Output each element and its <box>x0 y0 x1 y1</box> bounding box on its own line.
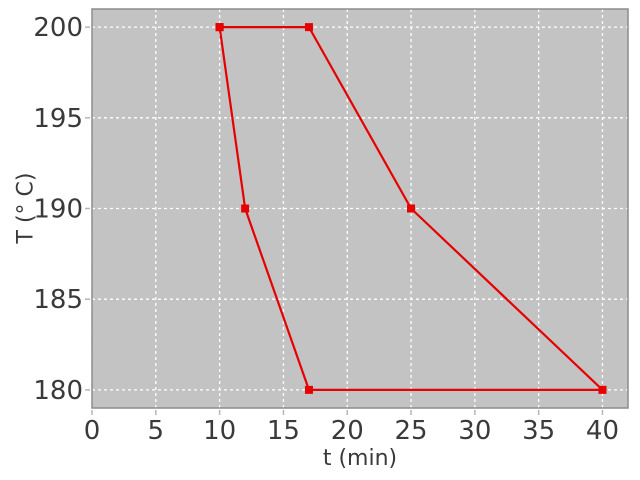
y-tick-label: 195 <box>33 104 83 134</box>
x-tick-label: 30 <box>458 416 491 446</box>
x-tick-label: 20 <box>331 416 364 446</box>
data-point-marker <box>304 23 313 32</box>
x-tick-label: 10 <box>203 416 236 446</box>
x-tick-label: 25 <box>395 416 428 446</box>
data-point-marker <box>304 385 313 394</box>
y-tick-label: 190 <box>33 195 83 225</box>
y-tick-label: 200 <box>33 13 83 43</box>
y-axis-label: T (° C) <box>13 172 39 244</box>
data-point-marker <box>598 385 607 394</box>
data-point-marker <box>407 204 416 213</box>
y-tick-label: 180 <box>33 376 83 406</box>
x-tick-label: 35 <box>522 416 555 446</box>
data-point-marker <box>241 204 250 213</box>
x-tick-label: 15 <box>267 416 300 446</box>
x-tick-label: 0 <box>84 416 101 446</box>
y-tick-label: 185 <box>33 285 83 315</box>
x-tick-label: 5 <box>148 416 165 446</box>
x-tick-label: 40 <box>586 416 619 446</box>
x-axis-label: t (min) <box>322 446 398 471</box>
data-point-marker <box>215 23 224 32</box>
plot-border <box>91 8 629 409</box>
